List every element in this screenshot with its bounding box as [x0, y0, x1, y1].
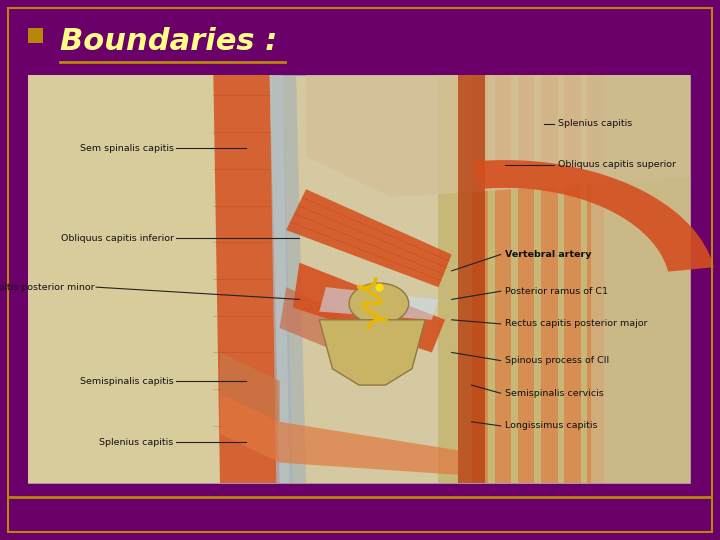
Text: Semispinalis cervicis: Semispinalis cervicis	[505, 389, 603, 398]
Bar	[257, 75, 265, 483]
Bar	[541, 75, 557, 483]
Text: Rectus capitis posterior minor: Rectus capitis posterior minor	[0, 282, 94, 292]
Polygon shape	[269, 75, 293, 483]
Polygon shape	[319, 287, 438, 320]
Bar	[253, 75, 261, 483]
Text: Longissimus capitis: Longissimus capitis	[505, 421, 597, 430]
Text: Boundaries :: Boundaries :	[60, 28, 277, 57]
Bar	[273, 75, 281, 483]
Bar	[590, 75, 690, 483]
Polygon shape	[220, 393, 459, 475]
Polygon shape	[213, 75, 279, 483]
Bar	[245, 75, 253, 483]
Text: Vertebral artery: Vertebral artery	[505, 250, 591, 259]
Bar	[495, 75, 511, 483]
Bar	[28, 28, 43, 43]
Ellipse shape	[349, 283, 409, 324]
Bar	[269, 75, 277, 483]
Bar	[28, 75, 273, 483]
Polygon shape	[279, 287, 372, 361]
Bar	[588, 75, 604, 483]
Text: Rectus capitis posterior major: Rectus capitis posterior major	[505, 319, 647, 328]
Bar	[518, 75, 534, 483]
Text: Posterior ramus of C1: Posterior ramus of C1	[505, 287, 608, 296]
Bar	[265, 75, 273, 483]
Text: Splenius capitis: Splenius capitis	[99, 438, 174, 447]
Bar	[28, 75, 690, 483]
Text: Obliquus capitis inferior: Obliquus capitis inferior	[60, 234, 174, 242]
Text: Obliquus capitis superior: Obliquus capitis superior	[557, 160, 675, 169]
Text: Sem spinalis capitis: Sem spinalis capitis	[80, 144, 174, 153]
Polygon shape	[306, 75, 690, 198]
Bar	[249, 75, 257, 483]
Bar	[472, 75, 488, 483]
Polygon shape	[283, 75, 306, 483]
Polygon shape	[220, 353, 279, 422]
Polygon shape	[293, 262, 445, 353]
Text: Splenius capitis: Splenius capitis	[557, 119, 632, 129]
Text: Semispinalis capitis: Semispinalis capitis	[80, 376, 174, 386]
Bar	[459, 75, 485, 483]
Bar	[438, 75, 690, 483]
Bar	[261, 75, 269, 483]
Polygon shape	[319, 320, 426, 385]
Text: Spinous process of CII: Spinous process of CII	[505, 356, 609, 365]
Polygon shape	[472, 160, 714, 272]
Bar	[564, 75, 581, 483]
Polygon shape	[286, 189, 451, 287]
